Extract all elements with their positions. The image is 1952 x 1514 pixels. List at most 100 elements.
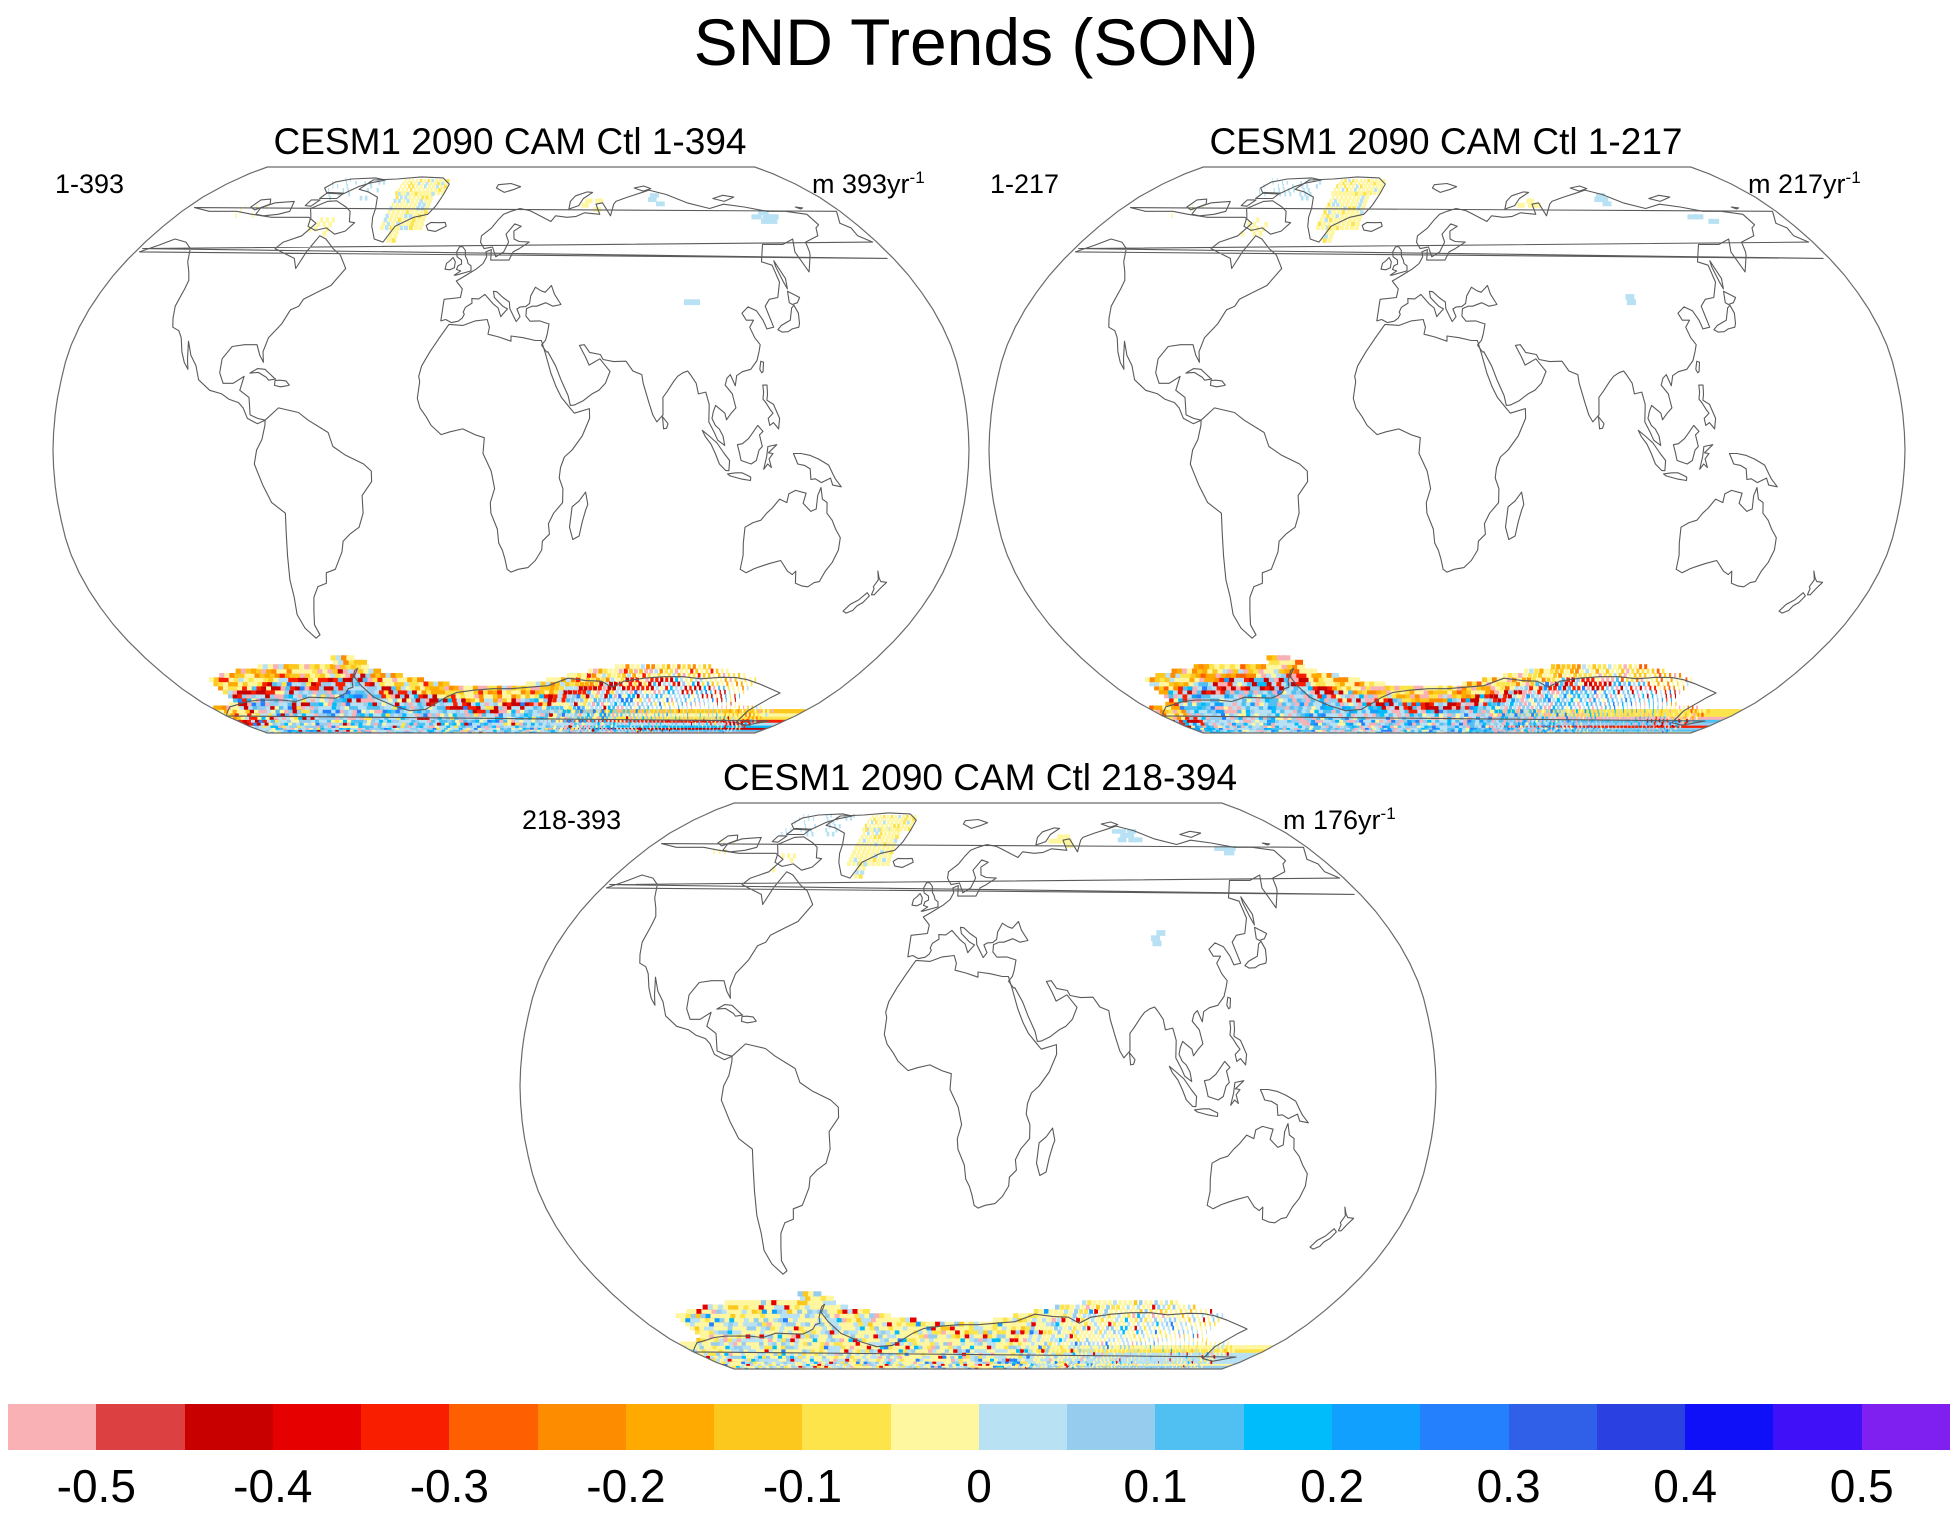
coastline-wrangel <box>1262 843 1269 845</box>
coastline-ireland <box>445 258 455 270</box>
coastline-svalbard <box>1432 184 1456 193</box>
coastline-newGuinea <box>793 454 841 487</box>
coastline-southAmerica <box>1190 408 1307 638</box>
coastline-novayaZemlya <box>1505 192 1529 209</box>
coastline-hispaniola <box>742 1016 757 1023</box>
colorbar-box <box>1244 1404 1332 1450</box>
colorbar-box <box>1509 1404 1597 1450</box>
colorbar-box <box>891 1404 979 1450</box>
coastline-eurasia <box>1377 190 1755 445</box>
coastline-ireland <box>912 894 922 906</box>
coastline-philippines <box>763 385 780 429</box>
coastline-newZealand <box>871 571 886 595</box>
panel-2-map <box>988 166 1906 734</box>
coastline-britain <box>921 883 938 912</box>
colorbar-box <box>626 1404 714 1450</box>
coastline-britain <box>454 247 471 276</box>
colorbar-tick-label: 0.4 <box>1653 1458 1717 1514</box>
coastline-eurasia <box>441 190 819 445</box>
coastline-hokkaido <box>788 291 800 304</box>
colorbar-box <box>1067 1404 1155 1450</box>
coastline-newGuinea <box>1729 454 1777 487</box>
coastline-java <box>1195 1109 1218 1117</box>
coastline-cuba <box>717 1005 743 1017</box>
colorbar-box <box>1597 1404 1685 1450</box>
coastline-sulawesi <box>1700 445 1713 470</box>
coastline-newZealandS <box>843 593 869 613</box>
colorbar-box <box>96 1404 184 1450</box>
panel-1-title: CESM1 2090 CAM Ctl 1-394 <box>274 120 747 164</box>
coastline-hispaniola <box>1211 380 1226 387</box>
coastline-philippines <box>1230 1021 1247 1065</box>
coastline-newSiberian <box>1180 831 1201 837</box>
coastline-iceland <box>1362 222 1382 231</box>
colorbar-box <box>361 1404 449 1450</box>
colorbar-tick-label: 0.2 <box>1300 1458 1364 1514</box>
coastline-southAmerica <box>254 408 371 638</box>
coastline-australia <box>1676 488 1776 587</box>
coastline-newGuinea <box>1260 1090 1308 1123</box>
colorbar-tick-label: 0 <box>966 1458 992 1514</box>
coastline-borneo <box>1204 1061 1230 1100</box>
coastline-japanHonshu <box>1245 941 1267 968</box>
colorbar-tick-label: -0.1 <box>763 1458 842 1514</box>
coastline-sriLanka <box>1599 417 1605 429</box>
coastline-borneo <box>737 425 763 464</box>
coastline-philippines <box>1699 385 1716 429</box>
coastline-newZealand <box>1338 1207 1353 1231</box>
colorbar-box <box>1155 1404 1243 1450</box>
colorbar-box <box>8 1404 96 1450</box>
coastline-australia <box>1207 1124 1307 1223</box>
panel-3-map <box>519 802 1437 1370</box>
coastline-newZealand <box>1807 571 1822 595</box>
colorbar-tick-label: -0.2 <box>586 1458 665 1514</box>
colorbar-box <box>273 1404 361 1450</box>
coastline-java <box>1664 473 1687 481</box>
coastline-japanHonshu <box>778 305 800 332</box>
colorbar-box <box>1773 1404 1861 1450</box>
coastline-iceland <box>426 222 446 231</box>
colorbar-tick-label: 0.5 <box>1830 1458 1894 1514</box>
coastline-java <box>728 473 751 481</box>
panel-2-title: CESM1 2090 CAM Ctl 1-217 <box>1210 120 1683 164</box>
colorbar-tick-label: 0.1 <box>1124 1458 1188 1514</box>
coastline-africa <box>1353 320 1525 573</box>
colorbar-box <box>1420 1404 1508 1450</box>
coastline-borneo <box>1673 425 1699 464</box>
coastline-wrangel <box>795 207 802 209</box>
coastline-hispaniola <box>275 380 290 387</box>
coastline-madagascar <box>1037 1128 1055 1175</box>
colorbar-box <box>979 1404 1067 1450</box>
coastline-svalbard <box>963 820 987 829</box>
coastline-cuba <box>1186 369 1212 381</box>
colorbar-box <box>1332 1404 1420 1450</box>
coastline-sriLanka <box>663 417 669 429</box>
colorbar-box <box>802 1404 890 1450</box>
coastline-hokkaido <box>1255 927 1267 940</box>
colorbar-box <box>1685 1404 1773 1450</box>
coastline-sulawesi <box>764 445 777 470</box>
panel-3-title: CESM1 2090 CAM Ctl 218-394 <box>723 756 1237 800</box>
coastline-southAmerica <box>721 1044 838 1274</box>
coastline-newZealandS <box>1310 1229 1336 1249</box>
colorbar-box <box>538 1404 626 1450</box>
coastline-svalbard <box>496 184 520 193</box>
colorbar-tick-label: -0.5 <box>57 1458 136 1514</box>
colorbar-box <box>714 1404 802 1450</box>
coastlines <box>606 813 1354 1361</box>
coastline-taiwan <box>760 361 764 373</box>
figure-title: SND Trends (SON) <box>0 2 1952 82</box>
colorbar-tick-label: 0.3 <box>1477 1458 1541 1514</box>
coastlines <box>139 177 887 725</box>
coastline-hokkaido <box>1724 291 1736 304</box>
colorbar <box>8 1404 1950 1450</box>
coastline-sriLanka <box>1130 1053 1136 1065</box>
coastline-cuba <box>250 369 276 381</box>
colorbar-box <box>1862 1404 1950 1450</box>
coastlines <box>1075 177 1823 725</box>
coastline-eurasia <box>908 826 1286 1081</box>
colorbar-tick-label: -0.3 <box>410 1458 489 1514</box>
coastline-australia <box>740 488 840 587</box>
coastline-ireland <box>1381 258 1391 270</box>
coastline-madagascar <box>1506 492 1524 539</box>
